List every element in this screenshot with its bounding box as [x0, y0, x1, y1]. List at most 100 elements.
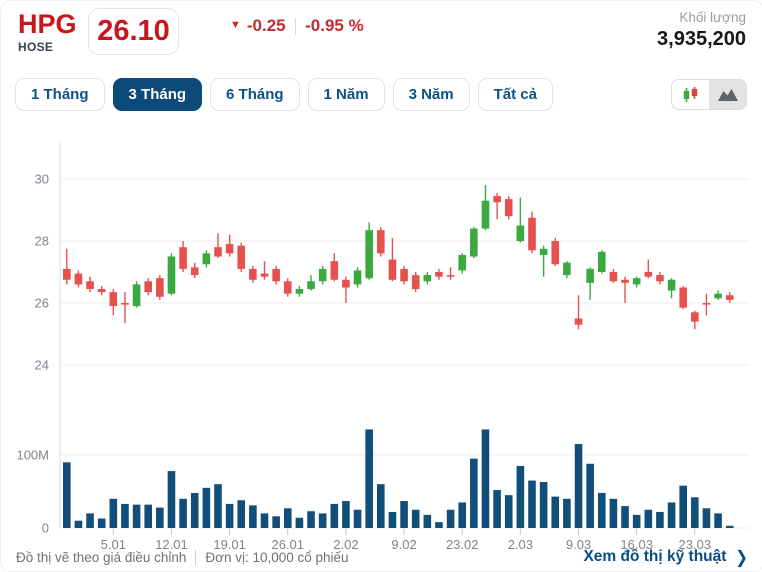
candle-body — [272, 268, 280, 282]
x-axis-label: 23.02 — [446, 537, 479, 552]
candlestick-view-button[interactable] — [672, 80, 709, 109]
volume-bar — [225, 503, 234, 528]
period-tabs: 1 Tháng 3 Tháng 6 Tháng 1 Năm 3 Năm Tất cả — [15, 78, 553, 111]
footer-note: Đồ thị vẽ theo giá điều chỉnh Đơn vị: 10… — [16, 550, 349, 565]
technical-chart-link[interactable]: Xem đồ thị kỹ thuật ❯ — [583, 548, 748, 568]
volume-bar — [563, 498, 571, 528]
volume-bar — [272, 516, 280, 528]
x-axis-label: 9.02 — [391, 537, 416, 552]
volume-bar — [249, 505, 257, 528]
candle-body — [74, 273, 83, 285]
tab-3-tháng[interactable]: 3 Tháng — [112, 78, 203, 111]
candle-body — [318, 268, 327, 282]
volume-bar — [260, 513, 269, 528]
tabs-row: 1 Tháng 3 Tháng 6 Tháng 1 Năm 3 Năm Tất cả — [15, 78, 747, 111]
volume-bar — [458, 502, 467, 528]
tab-tất-cả[interactable]: Tất cả — [477, 78, 553, 111]
volume-bar — [586, 463, 594, 528]
candle-body — [691, 312, 699, 322]
candle-body — [435, 272, 443, 277]
area-view-button[interactable] — [709, 80, 746, 109]
candle-body — [470, 228, 478, 257]
volume-bar — [330, 503, 339, 528]
volume-bar — [342, 500, 350, 528]
x-axis-label: 9.03 — [566, 537, 591, 552]
volume-bar — [411, 509, 420, 528]
volume-bar — [237, 500, 246, 528]
price-axis-label: 24 — [35, 358, 49, 373]
volume-bar — [109, 498, 118, 528]
footer-adjusted-note: Đồ thị vẽ theo giá điều chỉnh — [16, 550, 187, 565]
x-axis-label: 26.01 — [271, 537, 304, 552]
volume-bar — [725, 525, 734, 528]
candle-body — [702, 303, 711, 305]
stock-symbol: HPG — [18, 9, 77, 39]
candle-body — [679, 287, 687, 308]
price-axis-label: 26 — [35, 296, 49, 311]
tab-3-năm[interactable]: 3 Năm — [392, 78, 470, 111]
chart-type-toggle — [671, 79, 747, 110]
volume-bar — [190, 492, 199, 528]
candle-body — [725, 295, 734, 300]
current-price: 26.10 — [97, 15, 170, 47]
volume-bar — [632, 514, 641, 528]
candle-body — [609, 272, 618, 282]
tab-1-năm[interactable]: 1 Năm — [307, 78, 385, 111]
candle-body — [586, 268, 594, 283]
candle-body — [353, 270, 362, 285]
volume-bar — [388, 511, 397, 528]
volume-bar — [435, 522, 443, 528]
volume-bar — [179, 498, 187, 528]
candle-body — [237, 245, 246, 269]
candle-body — [330, 261, 339, 280]
candle-body — [388, 259, 397, 280]
volume-bar — [318, 513, 327, 528]
candle-body — [423, 275, 432, 282]
candle-body — [225, 244, 234, 254]
candle-body — [260, 273, 269, 277]
candle-body — [493, 196, 501, 203]
volume-bar — [574, 444, 583, 528]
footer-note-divider — [195, 550, 197, 565]
volume-bar — [528, 480, 536, 528]
exchange-label: HOSE — [18, 40, 54, 54]
candle-body — [121, 303, 129, 305]
volume-bar — [121, 503, 129, 528]
tab-6-tháng[interactable]: 6 Tháng — [210, 78, 300, 111]
candle-body — [295, 289, 304, 294]
volume-label: Khối lượng — [679, 10, 746, 25]
candle-body — [504, 199, 513, 217]
candle-body — [446, 275, 455, 277]
tab-1-tháng[interactable]: 1 Tháng — [15, 78, 105, 111]
candlestick-icon — [683, 86, 697, 102]
volume-bar — [283, 508, 292, 528]
volume-bar — [400, 500, 408, 528]
candle-body — [458, 254, 467, 271]
candle-body — [411, 275, 420, 290]
change-divider — [294, 17, 297, 35]
candle-body — [597, 251, 606, 272]
volume-bar — [691, 497, 699, 528]
technical-chart-link-label: Xem đồ thị kỹ thuật — [583, 548, 727, 565]
volume-bar — [377, 484, 385, 528]
candle-body — [179, 247, 187, 269]
volume-bar — [202, 487, 211, 528]
candle-body — [249, 268, 257, 280]
candle-body — [481, 200, 490, 229]
volume-bar — [679, 485, 687, 528]
volume-bar — [214, 484, 222, 528]
volume-bar — [504, 495, 513, 528]
volume-value: 3,935,200 — [657, 28, 746, 50]
volume-bar — [470, 458, 478, 528]
volume-bar — [74, 520, 83, 528]
candle-body — [539, 248, 548, 255]
x-axis-label: 23.03 — [679, 537, 712, 552]
volume-bar — [156, 507, 164, 528]
volume-bar — [702, 508, 711, 528]
price-axis-label: 30 — [35, 172, 49, 187]
volume-bar — [365, 429, 373, 528]
volume-bar — [353, 509, 362, 528]
candle-body — [190, 267, 199, 276]
volume-axis-label: 0 — [42, 521, 49, 536]
x-axis-label: 2.03 — [508, 537, 533, 552]
